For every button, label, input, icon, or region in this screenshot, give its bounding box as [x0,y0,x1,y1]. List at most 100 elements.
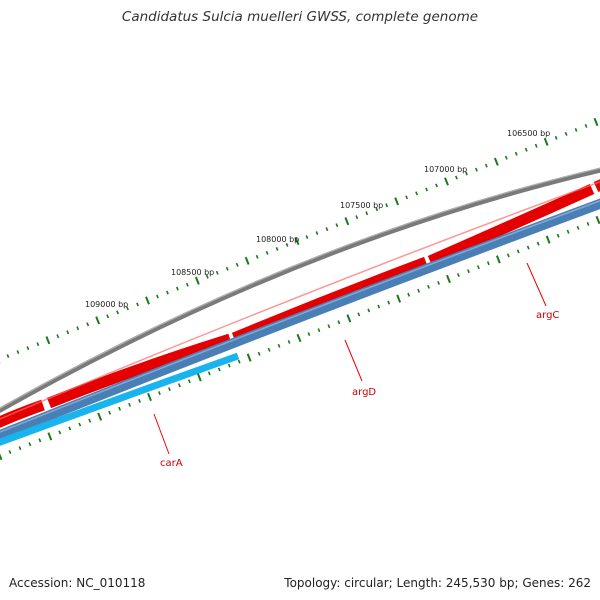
genome-summary: Topology: circular; Length: 245,530 bp; … [284,576,591,590]
inner-ruler-minor-tick [476,265,480,270]
outer-ruler-major-tick [394,197,400,206]
cds-reverse-shine [0,200,600,433]
outer-ruler-major-tick [493,157,499,166]
outer-ruler-minor-tick [185,282,189,287]
inner-ruler-minor-tick [387,300,391,305]
gene-label-argd[interactable]: argD [352,387,376,398]
outer-ruler-minor-tick [116,310,120,315]
outer-ruler-minor-tick [355,215,359,220]
accession-label: Accession: NC_010118 [9,576,146,590]
inner-ruler-minor-tick [327,324,331,329]
outer-ruler-minor-tick [215,270,219,275]
inner-ruler-minor-tick [566,229,570,234]
outer-ruler-minor-tick [405,195,409,200]
gene-leader-cara [153,413,170,455]
ruler-label: 109000 bp [85,300,128,309]
outer-ruler-minor-tick [76,326,80,331]
inner-ruler-major-tick [47,432,53,441]
outer-ruler-minor-tick [335,223,339,228]
inner-ruler-major-tick [296,333,302,343]
inner-ruler-minor-tick [8,450,12,454]
outer-ruler-minor-tick [315,231,319,235]
map-title: Candidatus Sulcia muelleri GWSS, complet… [121,9,479,25]
inner-ruler-minor-tick [467,269,470,274]
inner-ruler-major-tick [246,353,252,362]
ruler-labels: 106500 bp 107000 bp 107500 bp 108000 bp … [85,129,550,309]
inner-ruler-minor-tick [457,273,460,277]
inner-ruler-minor-tick [128,402,131,407]
outer-ruler-minor-tick [235,262,239,267]
ruler-label: 108000 bp [256,235,299,244]
gene-leader-argd [344,339,363,382]
inner-ruler-minor-tick [138,399,141,403]
inner-ruler-minor-tick [307,332,311,336]
outer-ruler-minor-tick [265,250,269,255]
inner-ruler-minor-tick [576,225,580,230]
gene-label-argc[interactable]: argC [536,310,559,321]
outer-ruler-minor-tick [166,290,169,295]
inner-ruler-minor-tick [427,284,430,289]
outer-ruler-major-tick [95,316,101,325]
inner-ruler-minor-tick [556,233,560,238]
outer-ruler-minor-tick [584,124,588,128]
inner-ruler-minor-tick [357,312,361,317]
inner-ruler-minor-tick [118,406,122,411]
cds-forward-4[interactable] [427,183,595,267]
cds-forward-3[interactable] [231,256,428,344]
inner-ruler-minor-tick [207,371,211,376]
outer-ruler-minor-tick [205,274,209,279]
outer-ruler-minor-tick [136,302,139,307]
outer-ruler-minor-tick [534,143,538,148]
cds-highlight-cara[interactable] [0,352,240,446]
reverse-strand-track [0,198,600,441]
outer-ruler-minor-tick [484,163,488,168]
inner-ruler-major-tick [0,453,3,461]
genome-backbone [0,167,600,414]
inner-ruler-minor-tick [68,426,72,431]
ruler-label: 108500 bp [171,268,214,277]
inner-ruler-major-tick [147,392,152,402]
ruler-label: 106500 bp [507,129,550,138]
outer-ruler-major-tick [194,276,200,285]
outer-ruler-minor-tick [175,286,179,291]
outer-ruler-minor-tick [275,247,279,251]
outer-ruler-minor-tick [365,211,369,216]
outer-ruler-major-tick [593,117,599,127]
cds-reverse-1[interactable] [0,198,600,441]
outer-ruler-major-tick [344,217,350,226]
outer-ruler-minor-tick [554,135,558,140]
inner-ruler-minor-tick [536,241,540,246]
cds-forward-2[interactable] [46,333,232,409]
inner-ruler-minor-tick [108,410,112,415]
outer-ruler-minor-tick [564,131,568,136]
inner-ruler-major-tick [495,255,501,264]
inner-ruler-minor-tick [367,308,371,313]
outer-ruler-major-tick [244,256,250,265]
outer-ruler-major-tick [444,177,449,186]
outer-ruler-minor-tick [415,191,419,196]
outer-ruler-minor-tick [26,346,30,351]
inner-ruler-minor-tick [28,442,32,447]
inner-ruler-minor-tick [227,363,231,368]
outer-ruler [0,117,599,364]
inner-ruler-major-tick [446,274,451,284]
outer-ruler-major-tick [45,336,51,345]
inner-ruler-minor-tick [437,281,440,285]
inner-ruler-minor-tick [506,253,510,258]
inner-ruler-minor-tick [516,249,520,254]
cds-forward-5[interactable] [593,179,600,193]
inner-ruler-major-tick [97,412,103,421]
gene-label-cara[interactable]: carA [160,458,183,469]
outer-ruler-minor-tick [126,306,129,311]
inner-ruler-minor-tick [217,367,221,372]
outer-ruler-minor-tick [156,294,159,299]
inner-ruler-minor-tick [58,430,62,435]
outer-ruler-minor-tick [524,147,528,152]
outer-ruler-major-tick [294,236,300,246]
outer-ruler-minor-tick [425,187,428,192]
inner-ruler-major-tick [196,373,202,382]
cds-forward-1[interactable] [0,399,45,428]
inner-ruler-minor-tick [88,418,92,423]
inner-ruler-minor-tick [187,379,191,384]
